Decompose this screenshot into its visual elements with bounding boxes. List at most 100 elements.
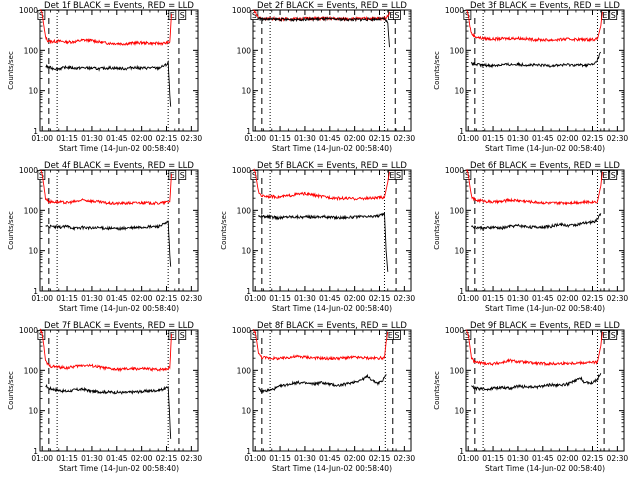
event-marker-box xyxy=(463,330,472,340)
x-axis-label: Start Time (14-Jun-02 00:58:40) xyxy=(485,144,605,153)
x-tick-label: 01:15 xyxy=(269,134,291,143)
plot-title: Det 7f BLACK = Events, RED = LLD xyxy=(44,321,194,331)
plot-title: Det 3f BLACK = Events, RED = LLD xyxy=(470,1,620,11)
lld-rate-line xyxy=(466,168,603,206)
x-tick-label: 02:30 xyxy=(607,454,629,463)
event-marker-box xyxy=(601,170,609,180)
y-tick-label: 1000 xyxy=(445,6,464,15)
event-marker-label: E xyxy=(602,171,607,180)
y-tick-label: 100 xyxy=(24,366,39,375)
y-tick-label: 1000 xyxy=(232,166,251,175)
detector-plot-5: Det 5f BLACK = Events, RED = LLD 1 10 100 10… xyxy=(220,161,415,313)
x-tick-label: 02:30 xyxy=(181,294,203,303)
event-marker-label: S xyxy=(396,171,401,180)
lld-rate-line xyxy=(253,329,389,361)
event-marker-box xyxy=(250,330,259,340)
x-tick-label: 01:15 xyxy=(56,454,78,463)
y-tick-label: 100 xyxy=(237,46,252,55)
plot-title: Det 5f BLACK = Events, RED = LLD xyxy=(257,161,407,171)
y-tick-label: 100 xyxy=(237,366,252,375)
event-marker-box xyxy=(609,170,618,180)
x-axis-label: Start Time (14-Jun-02 00:58:40) xyxy=(485,464,605,473)
x-tick-label: 02:00 xyxy=(131,294,153,303)
event-marker-label: E xyxy=(389,11,394,20)
x-tick-label: 02:30 xyxy=(394,454,416,463)
event-marker-label: S xyxy=(39,331,44,340)
plot-title: Det 1f BLACK = Events, RED = LLD xyxy=(44,1,194,11)
x-tick-label: 01:45 xyxy=(106,134,128,143)
x-tick-label: 02:00 xyxy=(344,134,366,143)
x-tick-label: 01:00 xyxy=(31,134,53,143)
x-tick-label: 02:00 xyxy=(344,454,366,463)
event-marker-label: E xyxy=(388,331,393,340)
event-marker-box xyxy=(178,330,187,340)
y-tick-label: 100 xyxy=(450,46,465,55)
x-tick-label: 01:15 xyxy=(482,294,504,303)
event-marker-label: S xyxy=(39,11,44,20)
x-tick-label: 02:30 xyxy=(607,134,629,143)
y-tick-label: 10 xyxy=(241,407,251,416)
plot-title: Det 6f BLACK = Events, RED = LLD xyxy=(470,161,620,171)
y-tick-label: 100 xyxy=(24,206,39,215)
x-axis-label: Start Time (14-Jun-02 00:58:40) xyxy=(59,144,179,153)
plot-title: Det 8f BLACK = Events, RED = LLD xyxy=(257,321,407,331)
event-marker-box xyxy=(393,330,401,340)
lld-rate-line xyxy=(466,9,603,43)
event-marker-box xyxy=(178,10,187,20)
x-tick-label: 01:45 xyxy=(532,134,554,143)
y-tick-label: 1 xyxy=(459,127,464,136)
event-marker-box xyxy=(168,170,177,180)
plot-frame xyxy=(252,9,412,132)
event-marker-label: E xyxy=(602,11,607,20)
y-tick-label: 10 xyxy=(28,247,38,256)
event-marker-label: E xyxy=(170,171,175,180)
event-marker-box xyxy=(168,330,177,340)
y-tick-label: 1000 xyxy=(19,166,38,175)
event-marker-label: S xyxy=(180,171,185,180)
detector-plot-7: Det 7f BLACK = Events, RED = LLD 1 10 100 10… xyxy=(7,321,203,473)
plot-title: Det 4f BLACK = Events, RED = LLD xyxy=(44,161,194,171)
x-tick-label: 01:45 xyxy=(532,454,554,463)
event-marker-label: S xyxy=(180,331,185,340)
plot-frame xyxy=(252,169,412,292)
y-tick-label: 1000 xyxy=(19,6,38,15)
detector-plot-4: Det 4f BLACK = Events, RED = LLD 1 10 100 10… xyxy=(7,161,203,313)
y-tick-label: 1 xyxy=(246,447,251,456)
detector-plot-6: Det 6f BLACK = Events, RED = LLD 1 10 100 10… xyxy=(433,161,629,313)
y-tick-label: 1 xyxy=(246,127,251,136)
x-tick-label: 01:15 xyxy=(56,294,78,303)
y-tick-label: 1000 xyxy=(19,326,38,335)
x-tick-label: 01:00 xyxy=(244,454,266,463)
y-tick-label: 1 xyxy=(33,127,38,136)
y-tick-label: 100 xyxy=(450,206,465,215)
x-tick-label: 02:30 xyxy=(607,294,629,303)
event-marker-label: S xyxy=(611,171,616,180)
event-marker-label: S xyxy=(394,331,399,340)
y-axis-label: Counts/sec xyxy=(433,371,441,410)
x-tick-label: 01:45 xyxy=(319,454,341,463)
y-axis-label: Counts/sec xyxy=(7,211,15,250)
x-tick-label: 02:30 xyxy=(181,454,203,463)
events-rate-line xyxy=(45,60,172,107)
x-tick-label: 01:30 xyxy=(294,134,316,143)
event-marker-label: S xyxy=(611,331,616,340)
events-rate-line xyxy=(258,212,389,272)
plot-title: Det 9f BLACK = Events, RED = LLD xyxy=(470,321,620,331)
y-tick-label: 1000 xyxy=(445,166,464,175)
x-tick-label: 02:15 xyxy=(582,134,604,143)
x-tick-label: 01:00 xyxy=(244,134,266,143)
plot-title: Det 2f BLACK = Events, RED = LLD xyxy=(257,1,407,11)
x-axis-label: Start Time (14-Jun-02 00:58:40) xyxy=(272,144,392,153)
y-tick-label: 1000 xyxy=(232,6,251,15)
x-axis-label: Start Time (14-Jun-02 00:58:40) xyxy=(485,304,605,313)
y-tick-label: 1 xyxy=(459,287,464,296)
plot-frame xyxy=(39,329,199,452)
lld-rate-line xyxy=(40,9,172,47)
plot-frame xyxy=(465,169,625,292)
x-tick-label: 01:15 xyxy=(269,454,291,463)
event-marker-label: S xyxy=(611,11,616,20)
y-tick-label: 1 xyxy=(246,287,251,296)
x-tick-label: 01:00 xyxy=(457,454,479,463)
x-tick-label: 02:00 xyxy=(344,294,366,303)
lld-rate-line xyxy=(40,328,172,373)
